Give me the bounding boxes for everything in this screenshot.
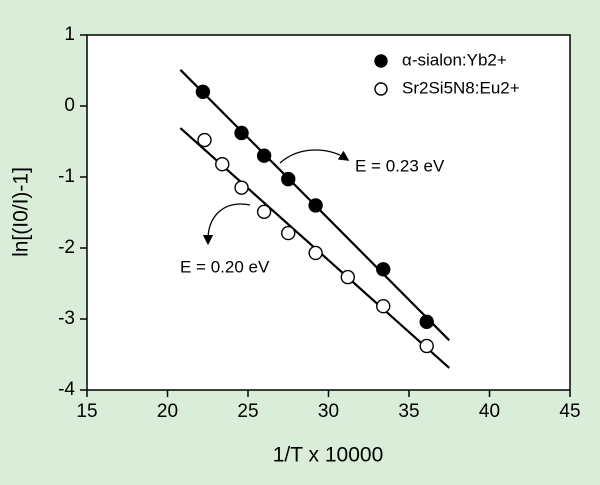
x-tick-label: 40	[479, 401, 500, 422]
data-point	[195, 84, 211, 100]
annotation: E = 0.23 eV	[355, 156, 445, 175]
arrow	[279, 149, 350, 164]
x-tick-label: 30	[318, 401, 339, 422]
legend-label: α-sialon:Yb2+	[402, 50, 507, 69]
data-point	[281, 171, 296, 187]
data-point	[256, 148, 272, 163]
x-axis-title: 1/T x 10000	[273, 444, 384, 467]
x-tick-label: 15	[76, 401, 97, 422]
x-tick-label: 25	[237, 401, 258, 422]
data-point	[376, 262, 391, 277]
y-tick-label: 0	[64, 95, 75, 116]
y-tick-label: -3	[58, 308, 75, 329]
legend-marker	[374, 54, 388, 68]
y-axis-title: ln[(I0/I)-1]	[10, 167, 33, 257]
data-point	[308, 198, 323, 213]
data-point	[308, 245, 323, 261]
data-point	[215, 157, 230, 172]
plot-area	[86, 34, 571, 391]
x-tick-label: 35	[398, 401, 419, 422]
y-tick-label: -2	[58, 237, 75, 258]
y-tick-label: -1	[58, 166, 75, 187]
legend-label: Sr2Si5N8:Eu2+	[402, 78, 520, 97]
data-point	[376, 299, 391, 314]
data-point	[197, 132, 212, 148]
y-tick-label: 1	[64, 24, 75, 45]
data-point	[340, 269, 356, 285]
data-point	[281, 225, 296, 241]
y-tick-label: -4	[58, 379, 75, 400]
data-point	[234, 180, 249, 195]
data-point	[256, 204, 272, 219]
data-point	[419, 338, 434, 354]
data-point	[234, 125, 249, 141]
data-point	[419, 314, 434, 330]
x-tick-label: 20	[157, 401, 178, 422]
arrow	[202, 203, 251, 246]
annotation: E = 0.20 eV	[180, 257, 270, 276]
x-tick-label: 45	[559, 401, 580, 422]
legend-marker	[374, 82, 388, 96]
